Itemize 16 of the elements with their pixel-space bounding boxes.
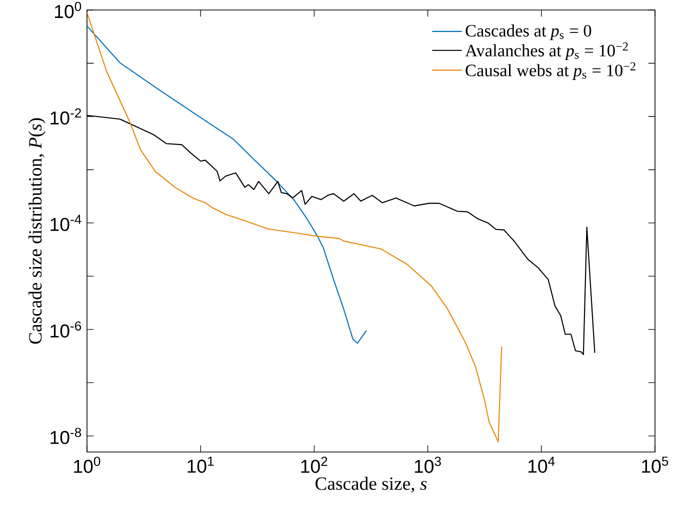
legend-label: Avalanches at p$_{s}$ = 10$^{−2}$ (465, 42, 628, 60)
x-tick-label: 10$^{4}$ (528, 456, 555, 473)
x-tick-label: 10$^{3}$ (414, 456, 441, 473)
x-tick-label: 10$^{1}$ (188, 456, 214, 473)
legend-label: Causal webs at p$_{s}$ = 10$^{−2}$ (466, 62, 636, 80)
x-tick-label: 10$^{0}$ (74, 456, 100, 473)
y-tick-label: 10$^{-8}$ (50, 428, 82, 444)
y-tick-label: 10$^{-4}$ (50, 214, 82, 232)
legend-label: Cascades at p$_{s}$ = 0 (466, 24, 592, 40)
x-tick-label: 10$^{2}$ (301, 456, 328, 473)
y-tick-label: 10$^{0}$ (55, 2, 82, 18)
x-tick-label: 10$^{5}$ (642, 456, 668, 473)
y-tick-label: 10$^{-2}$ (50, 108, 81, 125)
x-axis-title: Cascade size, s (316, 476, 427, 493)
y-tick-label: 10$^{-6}$ (50, 321, 82, 338)
y-axis-title: Cascade size distribution, P(s) (28, 118, 46, 344)
